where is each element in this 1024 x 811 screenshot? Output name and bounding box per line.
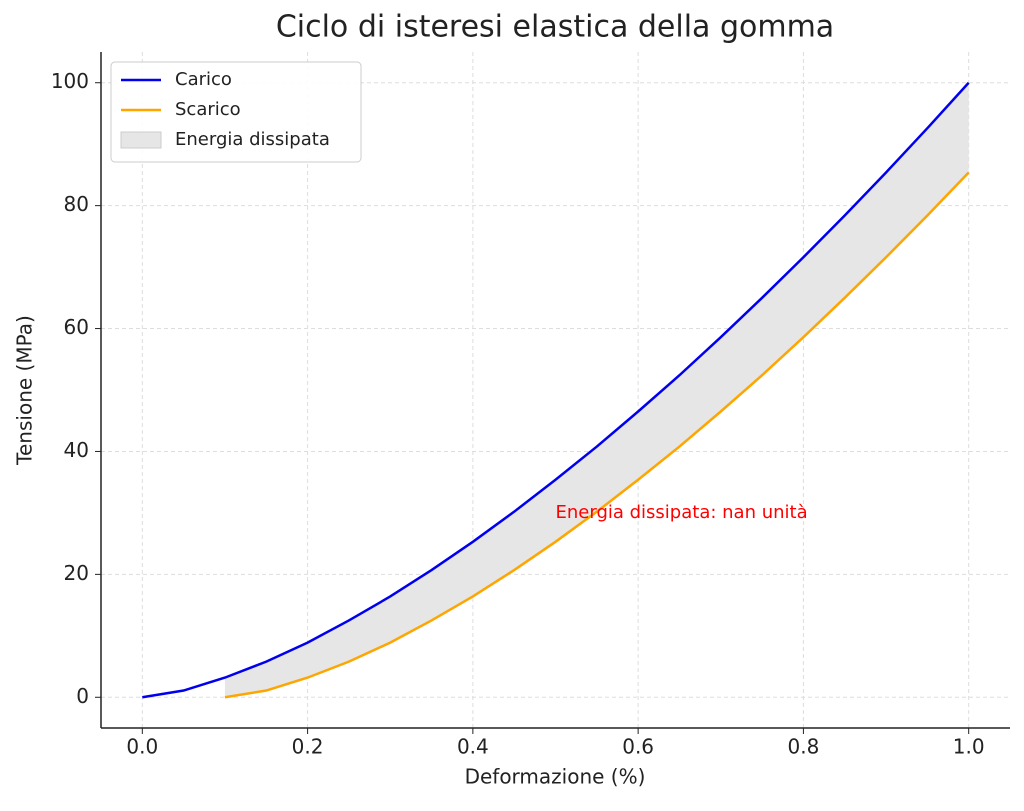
y-tick-label: 100 xyxy=(51,69,89,93)
line-series xyxy=(142,81,970,699)
line-series xyxy=(224,171,970,699)
chart-title: Ciclo di isteresi elastica della gomma xyxy=(276,10,834,45)
y-axis-label: Tensione (MPa) xyxy=(13,315,37,466)
legend-label: Energia dissipata xyxy=(175,129,330,150)
legend-label: Carico xyxy=(175,69,232,90)
legend-box xyxy=(110,61,362,163)
x-tick-label: 0.6 xyxy=(622,735,654,759)
x-tick-label: 0.2 xyxy=(292,735,324,759)
legend-label: Scarico xyxy=(175,99,241,120)
x-tick-label: 0.4 xyxy=(457,735,489,759)
y-tick-label: 20 xyxy=(64,561,89,585)
x-tick-label: 1.0 xyxy=(953,735,985,759)
x-tick-label: 0.8 xyxy=(788,735,820,759)
y-tick-label: 80 xyxy=(64,192,89,216)
x-axis-label: Deformazione (%) xyxy=(465,765,646,789)
y-tick-label: 60 xyxy=(64,315,89,339)
annotation: Energia dissipata: nan unità xyxy=(556,502,808,523)
y-tick-label: 40 xyxy=(64,438,89,462)
y-tick-label: 0 xyxy=(76,684,89,708)
legend-swatch xyxy=(120,131,162,149)
x-tick-label: 0.0 xyxy=(126,735,158,759)
fill-area xyxy=(224,82,969,698)
